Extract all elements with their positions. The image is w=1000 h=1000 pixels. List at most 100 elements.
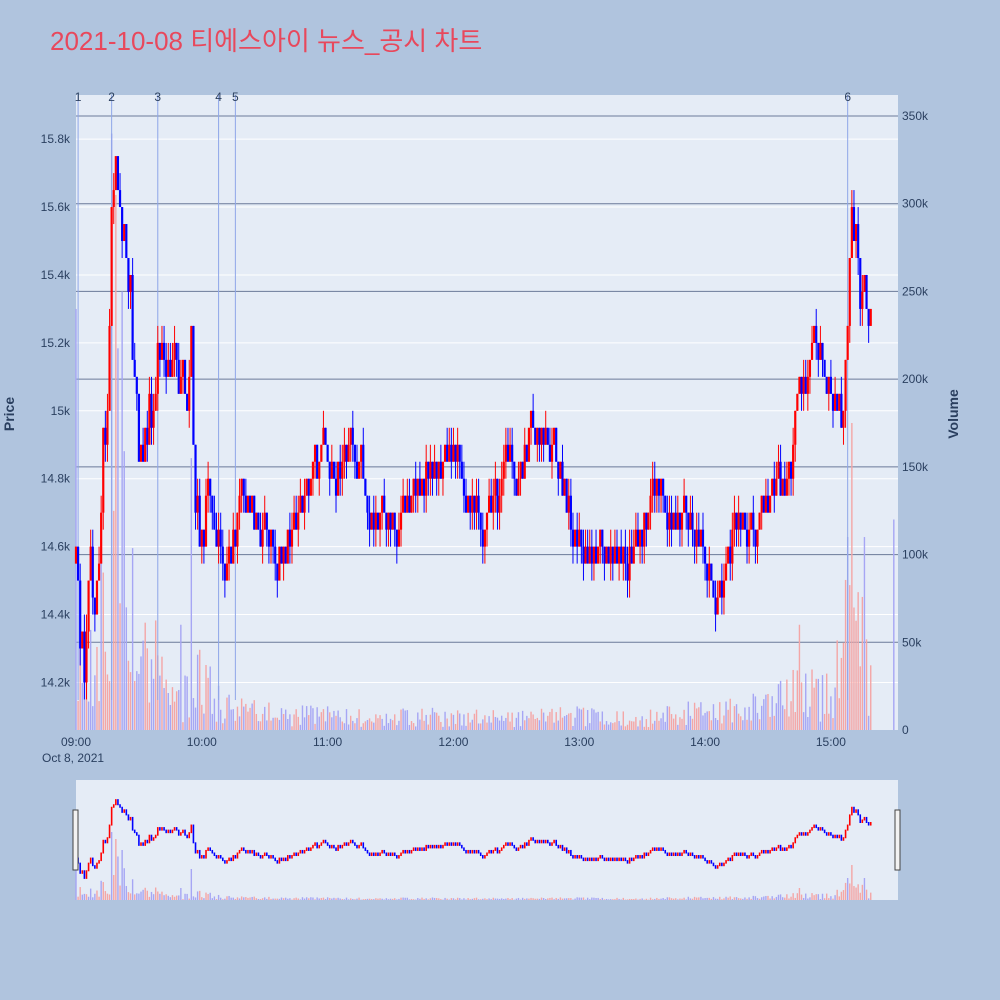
volume-bar — [165, 679, 167, 730]
range-slider-volume-bar — [595, 898, 597, 900]
volume-bar — [545, 721, 547, 730]
range-slider-volume-bar — [526, 898, 528, 900]
volume-bar — [675, 714, 677, 730]
volume-bar — [695, 708, 698, 730]
candle-body — [827, 376, 830, 394]
volume-bar — [171, 687, 174, 730]
candle-body — [521, 461, 524, 479]
range-slider-right-handle[interactable] — [894, 809, 901, 871]
candle-body — [276, 563, 279, 581]
candle-body — [739, 512, 742, 530]
range-slider-volume-bar — [565, 898, 568, 900]
candle-body — [708, 563, 711, 581]
volume-bar — [268, 702, 270, 730]
range-slider-volume-bar — [92, 897, 94, 900]
candle-body — [867, 308, 870, 326]
candle-body — [452, 444, 455, 462]
volume-bar — [427, 724, 429, 730]
range-slider-volume-bar — [255, 898, 258, 900]
range-slider-volume-bar — [557, 898, 559, 900]
range-slider-volume-bar — [756, 898, 759, 900]
candle-body — [150, 393, 153, 428]
volume-bar — [849, 585, 851, 730]
range-slider-volume-bar — [381, 898, 383, 900]
range-slider-volume-bar — [744, 897, 746, 900]
range-slider-volume-bar — [427, 899, 429, 900]
volume-bar — [123, 451, 125, 730]
range-slider-volume-bar — [438, 898, 440, 900]
volume-bar — [465, 725, 467, 730]
range-slider-volume-bar — [364, 899, 367, 900]
candle-body — [389, 512, 392, 530]
candle-body — [183, 359, 187, 394]
volume-bar — [645, 719, 648, 730]
range-slider-volume-bar — [767, 895, 769, 900]
volume-bar — [293, 714, 295, 730]
range-slider-volume-bar — [700, 896, 702, 900]
range-slider-volume-bar — [377, 898, 379, 900]
candle-body — [448, 444, 451, 462]
candle-body — [659, 478, 663, 496]
range-slider-volume-bar — [832, 898, 834, 900]
volume-bar — [536, 717, 539, 730]
candle-body — [381, 495, 384, 513]
range-slider-volume-bar — [131, 879, 134, 900]
candle-body — [469, 495, 472, 513]
range-slider-volume-bar — [264, 897, 266, 900]
range-slider-volume-bar — [284, 897, 287, 900]
candle-body — [179, 376, 182, 394]
volume-bar — [251, 703, 253, 730]
range-slider-left-handle[interactable] — [72, 809, 79, 871]
candle-body — [651, 478, 654, 496]
volume-bar — [196, 654, 199, 730]
candle-body — [76, 546, 80, 581]
volume-bar — [280, 708, 283, 730]
range-slider[interactable] — [72, 780, 901, 900]
candle-body — [422, 478, 426, 496]
range-slider-volume-bar — [484, 898, 486, 900]
volume-bar — [714, 718, 717, 730]
volume-bar — [624, 726, 627, 730]
candle-body — [376, 512, 380, 530]
volume-bar — [605, 721, 608, 730]
range-slider-volume-bar — [318, 898, 320, 900]
volume-bar — [184, 675, 186, 730]
candle-body — [464, 495, 468, 513]
candle-body — [555, 427, 558, 462]
range-slider-volume-bar — [247, 897, 249, 900]
candle-body — [515, 478, 518, 496]
volume-bar — [370, 721, 373, 730]
range-slider-volume-bar — [167, 895, 169, 900]
volume-bar — [563, 716, 566, 730]
candle-body — [125, 224, 128, 258]
range-slider-volume-bar — [662, 898, 664, 900]
volume-bar — [626, 724, 629, 730]
volume-bar — [792, 669, 794, 730]
range-slider-volume-bar — [473, 898, 476, 900]
range-slider-volume-bar — [828, 898, 830, 900]
volume-bar — [618, 721, 620, 730]
candle-body — [89, 546, 92, 581]
price-tick-label: 14.6k — [41, 540, 71, 554]
range-slider-volume-bar — [450, 898, 453, 900]
candle-body — [842, 410, 845, 428]
range-slider-volume-bar — [343, 899, 346, 900]
price-tick-label: 14.4k — [41, 608, 71, 622]
volume-bar — [666, 706, 669, 730]
range-slider-volume-bar — [232, 897, 234, 900]
volume-bar — [282, 713, 285, 730]
candle-body — [592, 546, 596, 564]
range-slider-volume-bar — [582, 897, 585, 900]
volume-bar — [226, 697, 228, 730]
candle-body — [420, 478, 424, 496]
candle-body — [322, 427, 325, 445]
range-slider-volume-bar — [853, 886, 855, 900]
range-slider-volume-bar — [769, 898, 771, 900]
range-slider-volume-bar — [605, 898, 608, 900]
range-slider-volume-bar — [737, 898, 740, 900]
candle-body — [146, 427, 149, 445]
volume-bar — [284, 709, 287, 730]
range-slider-volume-bar — [784, 897, 786, 900]
volume-bar — [679, 717, 681, 730]
